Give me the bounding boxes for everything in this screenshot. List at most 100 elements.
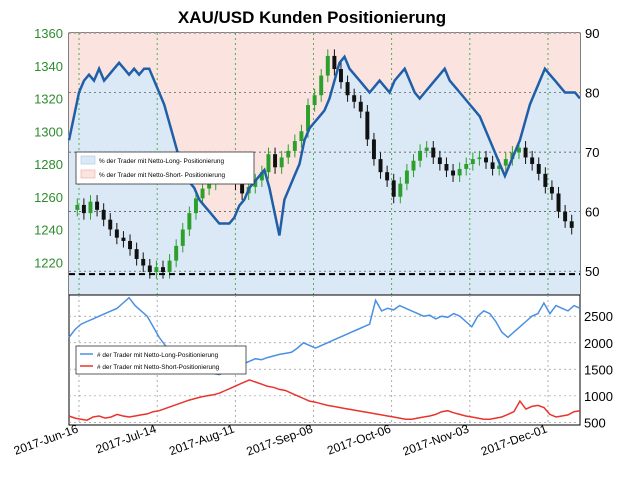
candle-body bbox=[312, 95, 317, 106]
candle-body bbox=[437, 157, 442, 164]
candle-body bbox=[378, 159, 383, 173]
candle-body bbox=[101, 209, 106, 220]
price-candles bbox=[75, 49, 574, 279]
candle-body bbox=[141, 258, 146, 266]
percentage-tick-label: 80 bbox=[585, 86, 599, 101]
price-panel-legend: % der Trader mit Netto-Long- Positionier… bbox=[75, 151, 255, 185]
candle-body bbox=[273, 154, 278, 168]
count-axis: 500 1000 1500 2000 2500 bbox=[584, 309, 613, 430]
price-panel: 1220 1240 1260 1280 1300 1320 1340 1360 50 60 70 8… bbox=[34, 26, 599, 296]
candle-body bbox=[451, 170, 456, 176]
candle-body bbox=[530, 157, 535, 164]
percentage-tick-label: 70 bbox=[585, 145, 599, 160]
candle-body bbox=[332, 55, 337, 70]
percentage-tick-label: 60 bbox=[585, 205, 599, 220]
candle-body bbox=[174, 245, 179, 261]
candle-body bbox=[391, 180, 396, 197]
count-tick-label: 1500 bbox=[584, 362, 613, 377]
candle-body bbox=[484, 157, 488, 163]
chart-title: XAU/USD Kunden Positionierung bbox=[178, 8, 446, 27]
candle-body bbox=[569, 221, 574, 228]
count-panel: 500 1000 1500 2000 2500 # der Trader mit Net… bbox=[68, 294, 613, 430]
price-tick-label: 1220 bbox=[34, 255, 63, 270]
candle-body bbox=[424, 147, 429, 151]
candle-body bbox=[154, 267, 159, 273]
price-axis: 1220 1240 1260 1280 1300 1320 1340 1360 bbox=[34, 26, 63, 270]
candle-body bbox=[371, 139, 376, 160]
candle-body bbox=[556, 193, 561, 212]
percentage-axis: 50 60 70 80 90 bbox=[585, 26, 599, 279]
date-axis: 2017-Jun-16 2017-Jul-14 2017-Aug-11 2017-Se… bbox=[12, 422, 549, 459]
candle-body bbox=[279, 157, 284, 168]
candle-body bbox=[292, 141, 297, 151]
candle-body bbox=[477, 157, 482, 160]
date-tick-label: 2017-Aug-11 bbox=[167, 422, 236, 459]
count-legend-short-label: # der Trader mit Netto-Short-Positionier… bbox=[97, 364, 220, 371]
candle-body bbox=[497, 165, 502, 169]
candle-body bbox=[457, 168, 462, 176]
candle-body bbox=[325, 55, 330, 76]
candle-body bbox=[339, 69, 343, 83]
candle-body bbox=[286, 150, 291, 158]
legend-long-swatch bbox=[80, 155, 96, 165]
candle-body bbox=[240, 183, 245, 194]
candle-body bbox=[404, 170, 409, 184]
candle-body bbox=[167, 260, 172, 273]
candle-body bbox=[470, 159, 475, 164]
candle-body bbox=[536, 164, 541, 174]
candle-body bbox=[128, 240, 133, 250]
count-tick-label: 500 bbox=[584, 415, 606, 430]
candle-body bbox=[563, 211, 568, 222]
count-gridlines bbox=[69, 295, 580, 425]
price-tick-label: 1240 bbox=[34, 223, 63, 238]
percentage-tick-label: 50 bbox=[585, 264, 599, 279]
candle-body bbox=[523, 147, 528, 158]
candle-body bbox=[319, 75, 324, 96]
count-panel-legend: # der Trader mit Netto-Long-Positionieru… bbox=[75, 345, 247, 375]
legend-box bbox=[75, 151, 255, 185]
candle-body bbox=[431, 147, 436, 158]
candle-body bbox=[365, 111, 370, 140]
candle-body bbox=[411, 160, 416, 171]
candle-body bbox=[75, 204, 80, 210]
candle-body bbox=[88, 201, 93, 214]
long-percentage-line bbox=[67, 54, 581, 236]
price-tick-label: 1320 bbox=[34, 92, 63, 107]
date-tick-label: 2017-Jul-14 bbox=[94, 422, 159, 457]
candle-body bbox=[516, 147, 521, 153]
candle-body bbox=[161, 267, 165, 273]
candle-body bbox=[418, 150, 423, 161]
date-tick-label: 2017-Sep-08 bbox=[245, 422, 315, 459]
candle-body bbox=[503, 159, 508, 166]
candle-body bbox=[207, 183, 212, 189]
candle-body bbox=[193, 198, 198, 214]
date-tick-label: 2017-Jun-16 bbox=[12, 422, 80, 458]
candle-body bbox=[108, 219, 113, 230]
legend-long-label: % der Trader mit Netto-Long- Positionier… bbox=[99, 158, 224, 165]
candle-body bbox=[134, 249, 139, 259]
candle-body bbox=[187, 213, 192, 230]
candle-body bbox=[95, 201, 100, 210]
price-tick-label: 1340 bbox=[34, 59, 63, 74]
candle-body bbox=[114, 229, 119, 238]
positioning-area bbox=[69, 33, 580, 295]
count-legend-box bbox=[75, 345, 247, 375]
legend-short-label: % der Trader mit Netto-Short- Positionie… bbox=[99, 172, 226, 179]
price-tick-label: 1300 bbox=[34, 124, 63, 139]
date-tick-label: 2017-Oct-06 bbox=[325, 422, 393, 458]
candle-body bbox=[266, 154, 271, 173]
candle-body bbox=[345, 82, 350, 96]
candle-body bbox=[358, 101, 363, 112]
count-tick-label: 2500 bbox=[584, 309, 613, 324]
candle-body bbox=[306, 105, 310, 132]
candle-body bbox=[147, 265, 152, 273]
price-tick-label: 1260 bbox=[34, 190, 63, 205]
short-count-line bbox=[68, 379, 581, 421]
candle-body bbox=[444, 164, 449, 171]
candle-body bbox=[180, 229, 185, 246]
count-tick-label: 2000 bbox=[584, 336, 613, 351]
candle-body bbox=[352, 95, 357, 102]
count-legend-long-label: # der Trader mit Netto-Long-Positionieru… bbox=[97, 352, 219, 359]
candle-body bbox=[464, 164, 469, 169]
candle-body bbox=[549, 186, 554, 194]
